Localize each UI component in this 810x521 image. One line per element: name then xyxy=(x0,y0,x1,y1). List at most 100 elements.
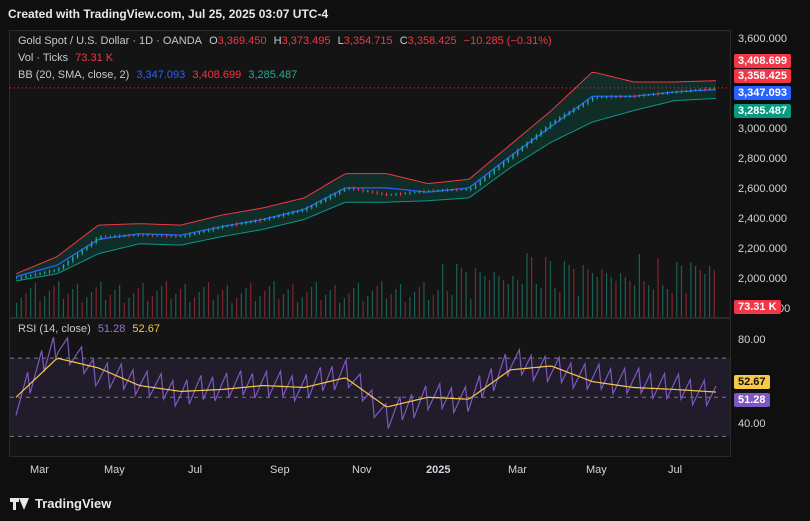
volume-bar xyxy=(605,273,608,317)
volume-bar xyxy=(446,291,448,317)
rsi-badge: 51.28 xyxy=(734,393,770,407)
volume-bar xyxy=(109,295,111,317)
volume-bar xyxy=(16,303,18,317)
volume-bar xyxy=(517,280,519,317)
price-tick-2600: 2,600.000 xyxy=(738,183,787,195)
volume-bar xyxy=(325,295,327,317)
low-label: L xyxy=(337,35,344,47)
volume-bar xyxy=(385,299,388,317)
candle-body xyxy=(713,87,716,89)
volume-bar xyxy=(488,280,491,317)
volume-bar xyxy=(217,295,219,317)
volume-bar xyxy=(250,283,252,317)
bb-basis-badge: 3,347.093 xyxy=(734,86,791,100)
volume-bar xyxy=(273,281,275,317)
volume-bar xyxy=(292,284,294,317)
candle-body xyxy=(278,215,280,218)
volume-bar xyxy=(442,264,444,317)
candle-body xyxy=(62,264,65,269)
time-tick-jul: Jul xyxy=(188,464,203,476)
candle-body xyxy=(320,200,322,204)
candle-body xyxy=(151,235,154,237)
volume-bar xyxy=(100,282,102,317)
candle-body xyxy=(535,134,538,140)
candle-body xyxy=(624,96,627,98)
volume-bar xyxy=(577,296,580,317)
candle-body xyxy=(250,221,252,223)
candle-body xyxy=(671,92,673,94)
candle-body xyxy=(643,94,645,97)
candle-body xyxy=(638,95,641,97)
volume-bar xyxy=(662,285,664,317)
volume-bar xyxy=(90,292,93,317)
candle-body xyxy=(95,238,97,243)
volume-bar xyxy=(437,290,439,317)
volume-bar xyxy=(240,293,242,317)
candle-body xyxy=(268,217,271,220)
candle-body xyxy=(58,268,60,271)
time-tick-mar: Mar xyxy=(30,464,49,476)
high-label: H xyxy=(273,35,282,47)
rsi-pane[interactable]: RSI (14, close) 51.28 52.67 xyxy=(9,318,731,457)
volume-bar xyxy=(540,288,542,317)
candle-body xyxy=(104,236,107,238)
volume-bar xyxy=(48,291,50,317)
bb-basis-line xyxy=(15,88,717,278)
candle-body xyxy=(540,130,542,136)
candle-body xyxy=(76,253,79,258)
candle-body xyxy=(226,225,229,227)
volume-bar xyxy=(203,287,205,317)
candle-body xyxy=(142,234,144,236)
volume-bar xyxy=(498,276,500,317)
candle-body xyxy=(498,165,500,170)
candle-body xyxy=(353,188,355,190)
volume-bar xyxy=(268,286,271,317)
volume-bar xyxy=(545,257,547,317)
candle-body xyxy=(446,189,449,191)
candle-body xyxy=(198,231,201,234)
candle-body xyxy=(156,235,158,237)
candle-body xyxy=(708,88,711,90)
candle-body xyxy=(694,89,697,91)
volume-bar xyxy=(484,276,486,317)
volume-bar xyxy=(657,258,659,317)
volume-bar xyxy=(179,289,182,317)
candle-body xyxy=(404,192,407,194)
open-label: O xyxy=(209,35,218,47)
tradingview-brand[interactable]: TradingView xyxy=(10,496,111,511)
candle-body xyxy=(610,96,613,98)
volume-bar xyxy=(629,281,631,317)
volume-bar xyxy=(137,288,139,317)
volume-bar xyxy=(451,295,453,317)
volume-bar xyxy=(175,294,177,317)
volume-bar xyxy=(465,272,467,317)
close-label: C xyxy=(399,35,408,47)
volume-bar xyxy=(526,253,528,317)
candle-body xyxy=(648,94,650,96)
rsi-ma-badge: 52.67 xyxy=(734,375,770,389)
volume-bar xyxy=(123,303,125,317)
volume-bar xyxy=(34,283,36,317)
volume-bar xyxy=(287,289,289,317)
volume-bar xyxy=(348,293,350,317)
volume-bar xyxy=(404,302,406,317)
candle-body xyxy=(212,228,215,231)
candle-body xyxy=(376,192,378,194)
volume-bar xyxy=(371,291,374,317)
rsi-value: 51.28 xyxy=(97,323,126,335)
bb-band-fill xyxy=(16,72,716,281)
symbol-title: Gold Spot / U.S. Dollar · 1D · OANDA xyxy=(18,35,202,47)
candle-body xyxy=(381,193,383,195)
volume-bar xyxy=(226,285,228,317)
volume-bar xyxy=(254,301,256,317)
candle-body xyxy=(16,277,18,279)
volume-bar xyxy=(413,292,416,317)
candle-body xyxy=(357,188,360,191)
candle-body xyxy=(629,96,631,98)
rsi-label: RSI (14, close) xyxy=(18,323,91,335)
price-pane[interactable]: Gold Spot / U.S. Dollar · 1D · OANDA O3,… xyxy=(9,30,731,318)
candle-body xyxy=(409,192,411,194)
volume-bar xyxy=(428,300,430,317)
candle-body xyxy=(301,209,304,212)
rsi-tick-40: 40.00 xyxy=(738,418,766,430)
